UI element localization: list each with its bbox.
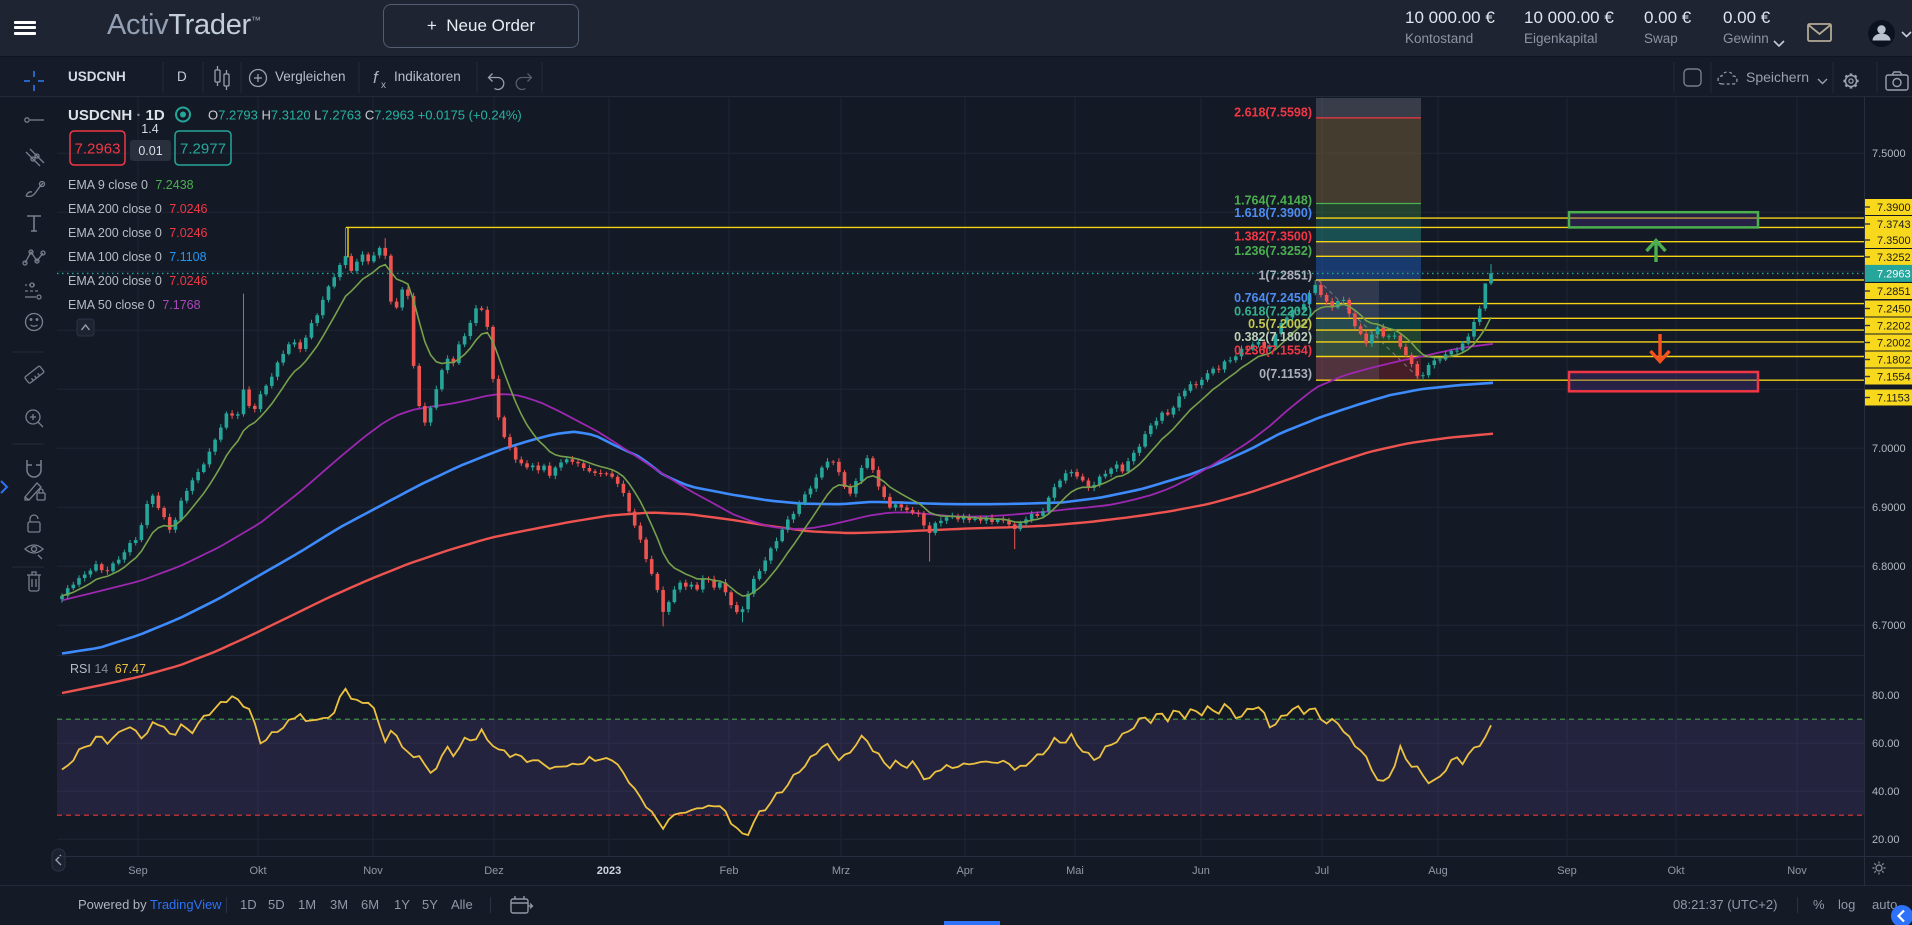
- svg-text:0.236(7.1554): 0.236(7.1554): [1234, 344, 1312, 358]
- svg-text:1(7.2851): 1(7.2851): [1258, 269, 1312, 283]
- svg-text:f: f: [373, 68, 380, 87]
- svg-text:1.4: 1.4: [141, 122, 158, 136]
- svg-text:2.618(7.5598): 2.618(7.5598): [1234, 106, 1312, 120]
- svg-text:Mrz: Mrz: [832, 865, 850, 877]
- svg-text:EMA 200 close 0 7.0246: EMA 200 close 0 7.0246: [68, 274, 208, 288]
- svg-text:0.5(7.2002): 0.5(7.2002): [1248, 317, 1312, 331]
- svg-text:7.1153: 7.1153: [1877, 393, 1910, 405]
- svg-text:7.2002: 7.2002: [1877, 338, 1911, 350]
- svg-text:Nov: Nov: [363, 865, 383, 877]
- svg-text:Dez: Dez: [484, 865, 504, 877]
- svg-text:7.3743: 7.3743: [1877, 219, 1911, 231]
- svg-text:0(7.1153): 0(7.1153): [1259, 367, 1312, 381]
- svg-text:7.2450: 7.2450: [1877, 304, 1911, 316]
- svg-text:7.3252: 7.3252: [1877, 252, 1911, 264]
- svg-text:7.3500: 7.3500: [1877, 235, 1911, 247]
- svg-text:Mai: Mai: [1066, 865, 1084, 877]
- svg-text:7.2963: 7.2963: [1877, 269, 1911, 281]
- svg-text:6.7000: 6.7000: [1872, 620, 1906, 632]
- svg-text:Sep: Sep: [1557, 865, 1577, 877]
- svg-text:EMA 200 close 0 7.0246: EMA 200 close 0 7.0246: [68, 202, 208, 216]
- svg-text:USDCNH · 1D: USDCNH · 1D: [68, 107, 165, 124]
- svg-text:x: x: [381, 80, 386, 91]
- svg-text:1.618(7.3900): 1.618(7.3900): [1234, 206, 1312, 220]
- svg-text:O7.2793 H7.3120 L7.2763 C7.296: O7.2793 H7.3120 L7.2763 C7.2963 +0.0175 …: [208, 108, 522, 123]
- svg-text:Jul: Jul: [1315, 865, 1329, 877]
- svg-text:EMA 200 close 0 7.0246: EMA 200 close 0 7.0246: [68, 226, 208, 240]
- svg-text:RSI 14 67.47: RSI 14 67.47: [70, 662, 146, 676]
- svg-text:Okt: Okt: [249, 865, 266, 877]
- svg-text:1.236(7.3252): 1.236(7.3252): [1234, 244, 1312, 258]
- svg-text:7.2963: 7.2963: [75, 141, 121, 158]
- svg-text:7.2977: 7.2977: [180, 141, 226, 158]
- svg-text:Apr: Apr: [956, 865, 973, 877]
- svg-text:7.0000: 7.0000: [1872, 443, 1906, 455]
- svg-text:Sep: Sep: [128, 865, 148, 877]
- svg-text:6.9000: 6.9000: [1872, 502, 1906, 514]
- svg-text:0.01: 0.01: [138, 144, 162, 158]
- svg-text:20.00: 20.00: [1872, 834, 1900, 846]
- svg-text:80.00: 80.00: [1872, 690, 1900, 702]
- svg-text:Okt: Okt: [1667, 865, 1684, 877]
- svg-text:Aug: Aug: [1428, 865, 1448, 877]
- svg-text:7.5000: 7.5000: [1872, 148, 1906, 160]
- svg-text:7.2202: 7.2202: [1877, 321, 1911, 333]
- svg-text:Jun: Jun: [1192, 865, 1210, 877]
- svg-text:7.3900: 7.3900: [1877, 202, 1911, 214]
- svg-text:40.00: 40.00: [1872, 786, 1900, 798]
- svg-text:Feb: Feb: [720, 865, 739, 877]
- svg-text:7.2851: 7.2851: [1877, 286, 1911, 298]
- svg-text:EMA 9 close 0 7.2438: EMA 9 close 0 7.2438: [68, 178, 194, 192]
- svg-text:Nov: Nov: [1787, 865, 1807, 877]
- svg-text:7.1802: 7.1802: [1877, 355, 1911, 367]
- svg-text:1.382(7.3500): 1.382(7.3500): [1234, 230, 1312, 244]
- svg-text:2023: 2023: [597, 865, 621, 877]
- svg-text:EMA 50 close 0 7.1768: EMA 50 close 0 7.1768: [68, 298, 201, 312]
- svg-text:6.8000: 6.8000: [1872, 561, 1906, 573]
- svg-text:7.1554: 7.1554: [1877, 372, 1911, 384]
- svg-text:EMA 100 close 0 7.1108: EMA 100 close 0 7.1108: [68, 250, 207, 264]
- svg-text:0.618(7.2202): 0.618(7.2202): [1234, 305, 1312, 319]
- svg-text:60.00: 60.00: [1872, 738, 1900, 750]
- svg-text:0.764(7.2450): 0.764(7.2450): [1234, 291, 1312, 305]
- svg-text:1.764(7.4148): 1.764(7.4148): [1234, 194, 1312, 208]
- svg-text:0.382(7.1802): 0.382(7.1802): [1234, 330, 1312, 344]
